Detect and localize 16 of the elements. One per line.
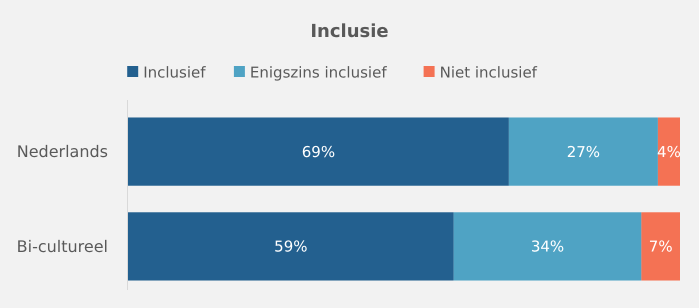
data-label: 27% [566,142,600,161]
data-label: 59% [274,238,308,256]
bar [641,212,680,281]
data-label: 34% [530,238,564,256]
data-label: 69% [302,142,336,161]
bar [128,212,454,281]
bar [508,117,658,186]
data-label: 7% [648,238,673,256]
legend-label: Enigszins inclusief [250,63,388,82]
bar [454,212,642,281]
bar [128,117,509,186]
chart-title: Inclusie [310,21,389,42]
y-tick-label: Bi-cultureel [16,236,108,256]
legend-label: Inclusief [143,63,206,82]
legend-label: Niet inclusief [440,63,538,82]
y-tick-label: Nederlands [16,142,108,162]
